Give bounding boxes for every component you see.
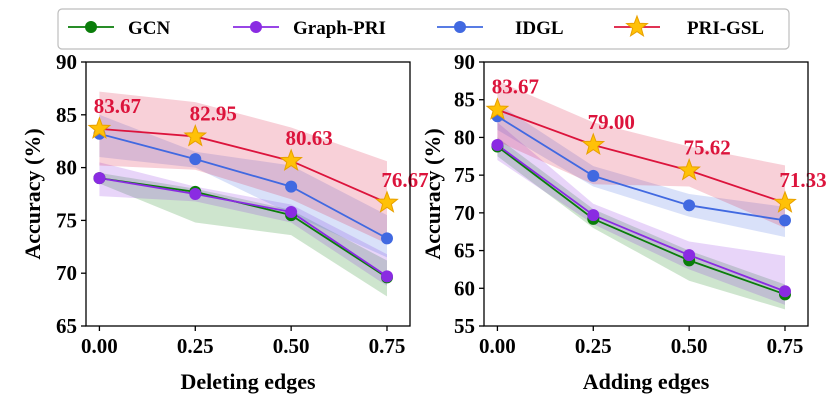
adding-point-pri-gsl — [677, 158, 701, 181]
adding-xtick-label: 0.25 — [575, 334, 612, 358]
deleting-band-pri-gsl — [99, 91, 387, 244]
deleting-point-idgl — [189, 153, 202, 166]
deleting-band-graph-pri — [99, 162, 387, 286]
adding-point-pri-gsl — [773, 190, 797, 213]
adding-data-label: 83.67 — [492, 75, 539, 99]
legend-entry-idgl: IDGL — [437, 18, 564, 39]
deleting-data-label: 76.67 — [381, 168, 428, 192]
legend-entry-graph-pri: Graph-PRI — [233, 18, 386, 39]
adding-ytick-label: 90 — [454, 50, 475, 74]
chart-adding-edges-ylabel: Accuracy (%) — [420, 128, 445, 259]
deleting-ytick-label: 75 — [56, 208, 77, 232]
deleting-line-graph-pri — [99, 177, 388, 278]
adding-ytick-label: 65 — [454, 239, 475, 263]
deleting-point-graph-pri — [189, 188, 202, 200]
deleting-point-graph-pri — [285, 205, 298, 218]
adding-point-idgl — [587, 169, 600, 182]
deleting-ytick-label: 85 — [56, 103, 77, 127]
chart-deleting-edges-xticks: 0.00 0.25 0.50 0.75 — [81, 326, 405, 358]
adding-band-gcn — [497, 137, 785, 310]
adding-point-idgl — [683, 199, 696, 212]
legend: GCN Graph-PRI IDGL PRI-GSL — [57, 8, 790, 50]
adding-line-gcn — [496, 145, 786, 296]
deleting-point-idgl — [285, 180, 298, 193]
deleting-data-label: 82.95 — [190, 101, 237, 125]
adding-ytick-label: 80 — [454, 125, 475, 149]
deleting-ytick-label: 65 — [56, 314, 77, 338]
chart-deleting-edges-xlabel: Deleting edges — [180, 369, 315, 394]
chart-adding-edges-xticks: 0.00 0.25 0.50 0.75 — [479, 326, 803, 358]
adding-point-graph-pri — [683, 249, 696, 262]
adding-point-pri-gsl — [581, 132, 606, 156]
deleting-xtick-label: 0.25 — [177, 334, 214, 358]
adding-point-graph-pri — [778, 285, 791, 298]
deleting-xtick-label: 0.75 — [369, 334, 406, 358]
adding-ytick-label: 55 — [454, 314, 475, 338]
legend-label-pri-gsl: PRI-GSL — [687, 18, 764, 39]
adding-ytick-label: 75 — [454, 163, 475, 187]
deleting-band-idgl — [99, 114, 387, 258]
legend-label-graph-pri: Graph-PRI — [293, 18, 386, 39]
deleting-band-gcn — [99, 172, 387, 297]
adding-point-graph-pri — [587, 209, 600, 222]
legend-marker-pri-gsl — [625, 14, 649, 38]
legend-entry-pri-gsl: PRI-GSL — [614, 14, 764, 39]
chart-deleting-edges-yticks: 65 70 75 80 85 90 — [56, 50, 86, 338]
adding-band-idgl — [497, 103, 785, 237]
legend-entry-gcn: GCN — [68, 18, 171, 39]
adding-data-label: 75.62 — [684, 135, 731, 159]
deleting-point-idgl — [380, 232, 393, 245]
deleting-data-label: 83.67 — [94, 94, 141, 118]
adding-xtick-label: 0.75 — [767, 334, 804, 358]
adding-xtick-label: 0.00 — [479, 334, 516, 358]
chart-adding-edges-xlabel: Adding edges — [583, 369, 710, 394]
adding-data-label: 71.33 — [779, 168, 826, 192]
deleting-ytick-label: 90 — [56, 50, 77, 74]
deleting-point-graph-pri — [380, 270, 393, 283]
adding-band-pri-gsl — [497, 80, 785, 228]
adding-line-pri-gsl — [497, 108, 786, 204]
chart-adding-edges-plot: 83.67 79.00 75.62 71.33 — [485, 75, 827, 310]
legend-label-gcn: GCN — [128, 18, 171, 39]
adding-ytick-label: 85 — [454, 88, 475, 112]
adding-line-idgl — [496, 115, 786, 222]
deleting-point-pri-gsl — [183, 124, 208, 147]
adding-data-label: 79.00 — [588, 110, 635, 134]
deleting-point-pri-gsl — [279, 148, 303, 172]
chart-deleting-edges-plot: 83.67 82.95 80.63 76.67 — [87, 91, 429, 297]
legend-frame — [57, 8, 790, 50]
adding-band-graph-pri — [497, 122, 785, 305]
legend-marker-idgl — [454, 21, 466, 33]
deleting-xtick-label: 0.00 — [81, 334, 118, 358]
deleting-line-pri-gsl — [99, 127, 388, 204]
chart-deleting-edges-ylabel: Accuracy (%) — [20, 128, 45, 259]
legend-marker-graph-pri — [250, 21, 262, 33]
deleting-point-pri-gsl — [375, 190, 399, 213]
deleting-point-graph-pri — [93, 172, 106, 185]
deleting-data-label: 80.63 — [286, 126, 333, 150]
adding-point-graph-pri — [491, 138, 504, 151]
deleting-ytick-label: 80 — [56, 156, 77, 180]
adding-point-pri-gsl — [485, 97, 510, 120]
adding-ytick-label: 60 — [454, 276, 475, 300]
deleting-point-pri-gsl — [87, 116, 112, 139]
legend-label-idgl: IDGL — [515, 18, 564, 39]
adding-point-idgl — [778, 214, 791, 227]
adding-line-graph-pri — [496, 144, 786, 293]
adding-ytick-label: 70 — [454, 201, 475, 225]
adding-xtick-label: 0.50 — [671, 334, 708, 358]
chart-adding-edges: 83.67 79.00 75.62 71.33 55 60 65 70 75 80 85 90 0.… — [420, 50, 827, 394]
deleting-line-idgl — [99, 132, 388, 240]
legend-marker-gcn — [85, 21, 97, 33]
deleting-ytick-label: 70 — [56, 261, 77, 285]
chart-adding-edges-axes-frame — [483, 61, 809, 327]
deleting-xtick-label: 0.50 — [273, 334, 310, 358]
chart-deleting-edges-axes-frame — [85, 61, 411, 327]
chart-adding-edges-yticks: 55 60 65 70 75 80 85 90 — [454, 50, 484, 338]
